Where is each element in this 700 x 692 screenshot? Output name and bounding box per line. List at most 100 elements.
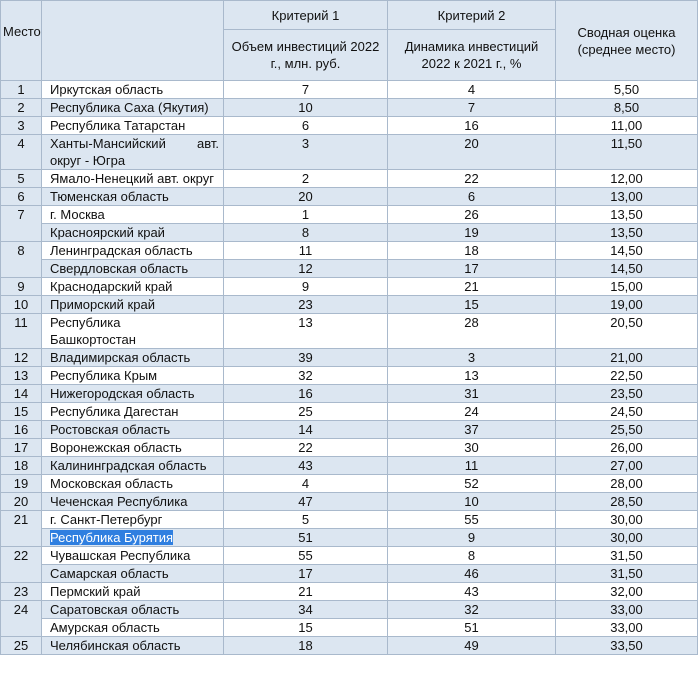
criterion1-cell: 21 bbox=[223, 582, 388, 601]
criterion1-cell: 25 bbox=[223, 402, 388, 421]
table-row: Республика Бурятия 51 9 30,00 bbox=[1, 528, 698, 547]
place-cell: 24 bbox=[0, 600, 42, 637]
criterion1-cell: 18 bbox=[223, 636, 388, 655]
criterion1-cell: 22 bbox=[223, 438, 388, 457]
table-row: 22 Чувашская Республика 55 8 31,50 bbox=[0, 546, 698, 583]
criterion1-cell: 23 bbox=[223, 295, 388, 314]
table-row: 20 Чеченская Республика 47 10 28,50 bbox=[0, 492, 698, 511]
criterion2-cell: 11 bbox=[387, 456, 556, 475]
summary-cell: 31,50 bbox=[555, 546, 698, 565]
place-cell: 7 bbox=[0, 205, 42, 242]
table-row: 12 Владимирская область 39 3 21,00 bbox=[0, 348, 698, 367]
place-cell: 1 bbox=[0, 80, 42, 99]
place-cell: 15 bbox=[0, 402, 42, 421]
place-cell: 20 bbox=[0, 492, 42, 511]
region-cell: Ямало-Ненецкий авт. округ bbox=[41, 169, 224, 188]
region-cell: Республика Бурятия bbox=[41, 528, 224, 547]
place-cell: 8 bbox=[0, 241, 42, 278]
summary-cell: 32,00 bbox=[555, 582, 698, 601]
region-cell: Воронежская область bbox=[41, 438, 224, 457]
criterion1-cell: 9 bbox=[223, 277, 388, 296]
criterion2-cell: 26 bbox=[387, 205, 556, 224]
summary-cell: 13,50 bbox=[555, 223, 698, 242]
region-cell: Самарская область bbox=[41, 564, 224, 583]
region-cell: Красноярский край bbox=[41, 223, 224, 242]
region-cell: Московская область bbox=[41, 474, 224, 493]
place-cell: 2 bbox=[0, 98, 42, 117]
region-cell: Саратовская область bbox=[41, 600, 224, 619]
summary-cell: 11,00 bbox=[555, 116, 698, 135]
region-cell: г. Санкт-Петербург bbox=[41, 510, 224, 529]
table-row: 3 Республика Татарстан 6 16 11,00 bbox=[0, 116, 698, 135]
table-row: 23 Пермский край 21 43 32,00 bbox=[0, 582, 698, 601]
criterion2-cell: 30 bbox=[387, 438, 556, 457]
region-cell: Краснодарский край bbox=[41, 277, 224, 296]
criterion2-header: Критерий 2 bbox=[387, 0, 556, 30]
criterion1-cell: 55 bbox=[223, 546, 388, 565]
summary-cell: 30,00 bbox=[555, 528, 698, 547]
region-cell: Иркутская область bbox=[41, 80, 224, 99]
region-cell: Республика Дагестан bbox=[41, 402, 224, 421]
criterion2-desc: Динамика инвестиций 2022 к 2021 г., % bbox=[387, 29, 556, 81]
table-row: 17 Воронежская область 22 30 26,00 bbox=[0, 438, 698, 457]
region-cell: Свердловская область bbox=[41, 259, 224, 278]
region-cell: Чеченская Республика bbox=[41, 492, 224, 511]
region-cell: Ростовская область bbox=[41, 420, 224, 439]
region-text: Республика Башкортостан bbox=[50, 315, 136, 347]
table-row: 10 Приморский край 23 15 19,00 bbox=[0, 295, 698, 314]
criterion2-cell: 37 bbox=[387, 420, 556, 439]
criterion1-cell: 8 bbox=[223, 223, 388, 242]
summary-cell: 22,50 bbox=[555, 366, 698, 385]
summary-cell: 27,00 bbox=[555, 456, 698, 475]
region-cell: Ленинградская область bbox=[41, 241, 224, 260]
criterion2-cell: 46 bbox=[387, 564, 556, 583]
region-cell: Ханты-Мансийский авт. округ - Югра bbox=[41, 134, 224, 170]
summary-cell: 15,00 bbox=[555, 277, 698, 296]
table-row: 14 Нижегородская область 16 31 23,50 bbox=[0, 384, 698, 403]
criterion2-cell: 20 bbox=[387, 134, 556, 170]
region-cell: Челябинская область bbox=[41, 636, 224, 655]
summary-cell: 14,50 bbox=[555, 241, 698, 260]
table-row: Красноярский край 8 19 13,50 bbox=[1, 223, 698, 242]
place-cell: 16 bbox=[0, 420, 42, 439]
table-row: 9 Краснодарский край 9 21 15,00 bbox=[0, 277, 698, 296]
summary-cell: 12,00 bbox=[555, 169, 698, 188]
summary-cell: 13,50 bbox=[555, 205, 698, 224]
criterion2-cell: 8 bbox=[387, 546, 556, 565]
table-row: 25 Челябинская область 18 49 33,50 bbox=[0, 636, 698, 655]
place-cell: 12 bbox=[0, 348, 42, 367]
criterion2-cell: 43 bbox=[387, 582, 556, 601]
region-cell: Республика Татарстан bbox=[41, 116, 224, 135]
place-cell: 23 bbox=[0, 582, 42, 601]
criterion1-cell: 6 bbox=[223, 116, 388, 135]
criterion2-cell: 51 bbox=[387, 618, 556, 637]
criterion2-cell: 21 bbox=[387, 277, 556, 296]
place-cell: 3 bbox=[0, 116, 42, 135]
criterion1-cell: 10 bbox=[223, 98, 388, 117]
place-cell: 5 bbox=[0, 169, 42, 188]
criterion2-cell: 49 bbox=[387, 636, 556, 655]
summary-header: Сводная оценка (среднее место) bbox=[555, 0, 698, 81]
summary-cell: 13,00 bbox=[555, 187, 698, 206]
criterion1-cell: 7 bbox=[223, 80, 388, 99]
criterion1-cell: 3 bbox=[223, 134, 388, 170]
region-cell: Приморский край bbox=[41, 295, 224, 314]
table-row: 11 Республика Башкортостан 13 28 20,50 bbox=[0, 313, 698, 349]
criterion2-cell: 16 bbox=[387, 116, 556, 135]
criterion2-cell: 10 bbox=[387, 492, 556, 511]
region-cell: Нижегородская область bbox=[41, 384, 224, 403]
criterion1-cell: 51 bbox=[223, 528, 388, 547]
summary-cell: 33,00 bbox=[555, 618, 698, 637]
table-row: 13 Республика Крым 32 13 22,50 bbox=[0, 366, 698, 385]
selected-text: Республика Бурятия bbox=[50, 530, 174, 545]
summary-cell: 8,50 bbox=[555, 98, 698, 117]
summary-cell: 30,00 bbox=[555, 510, 698, 529]
table-row: 18 Калининградская область 43 11 27,00 bbox=[0, 456, 698, 475]
table-row: 15 Республика Дагестан 25 24 24,50 bbox=[0, 402, 698, 421]
table-header: Место Критерий 1 Критерий 2 Сводная оцен… bbox=[0, 0, 698, 81]
criterion2-cell: 55 bbox=[387, 510, 556, 529]
place-cell: 21 bbox=[0, 510, 42, 547]
criterion1-cell: 2 bbox=[223, 169, 388, 188]
place-cell: 6 bbox=[0, 187, 42, 206]
